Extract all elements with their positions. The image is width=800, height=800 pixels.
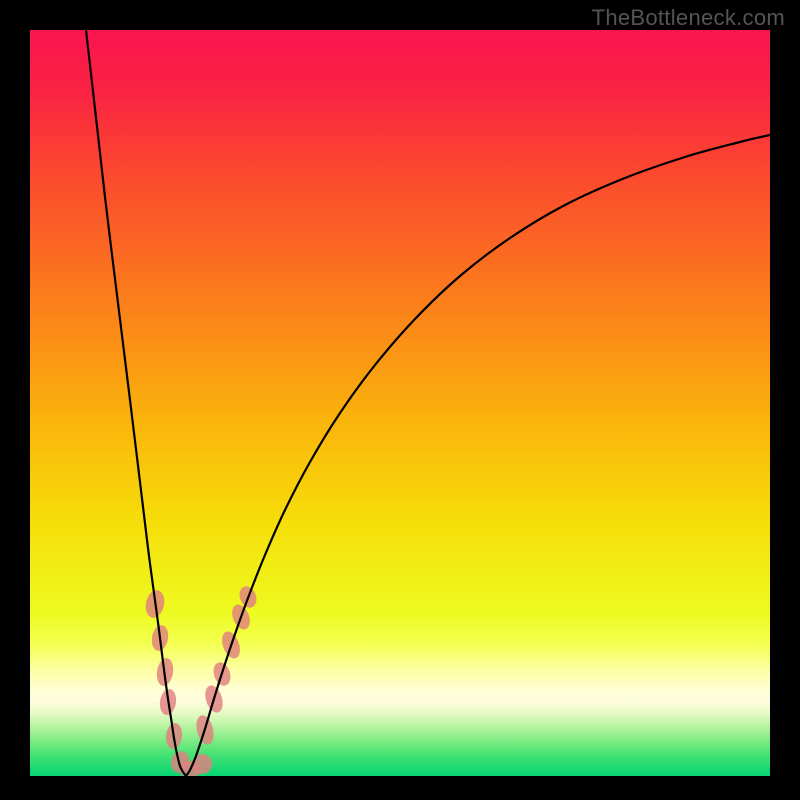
curve-layer <box>30 30 770 776</box>
plot-area <box>30 30 770 776</box>
right-rising-curve <box>186 135 770 776</box>
chart-frame: TheBottleneck.com <box>0 0 800 800</box>
watermark-text: TheBottleneck.com <box>592 5 785 31</box>
